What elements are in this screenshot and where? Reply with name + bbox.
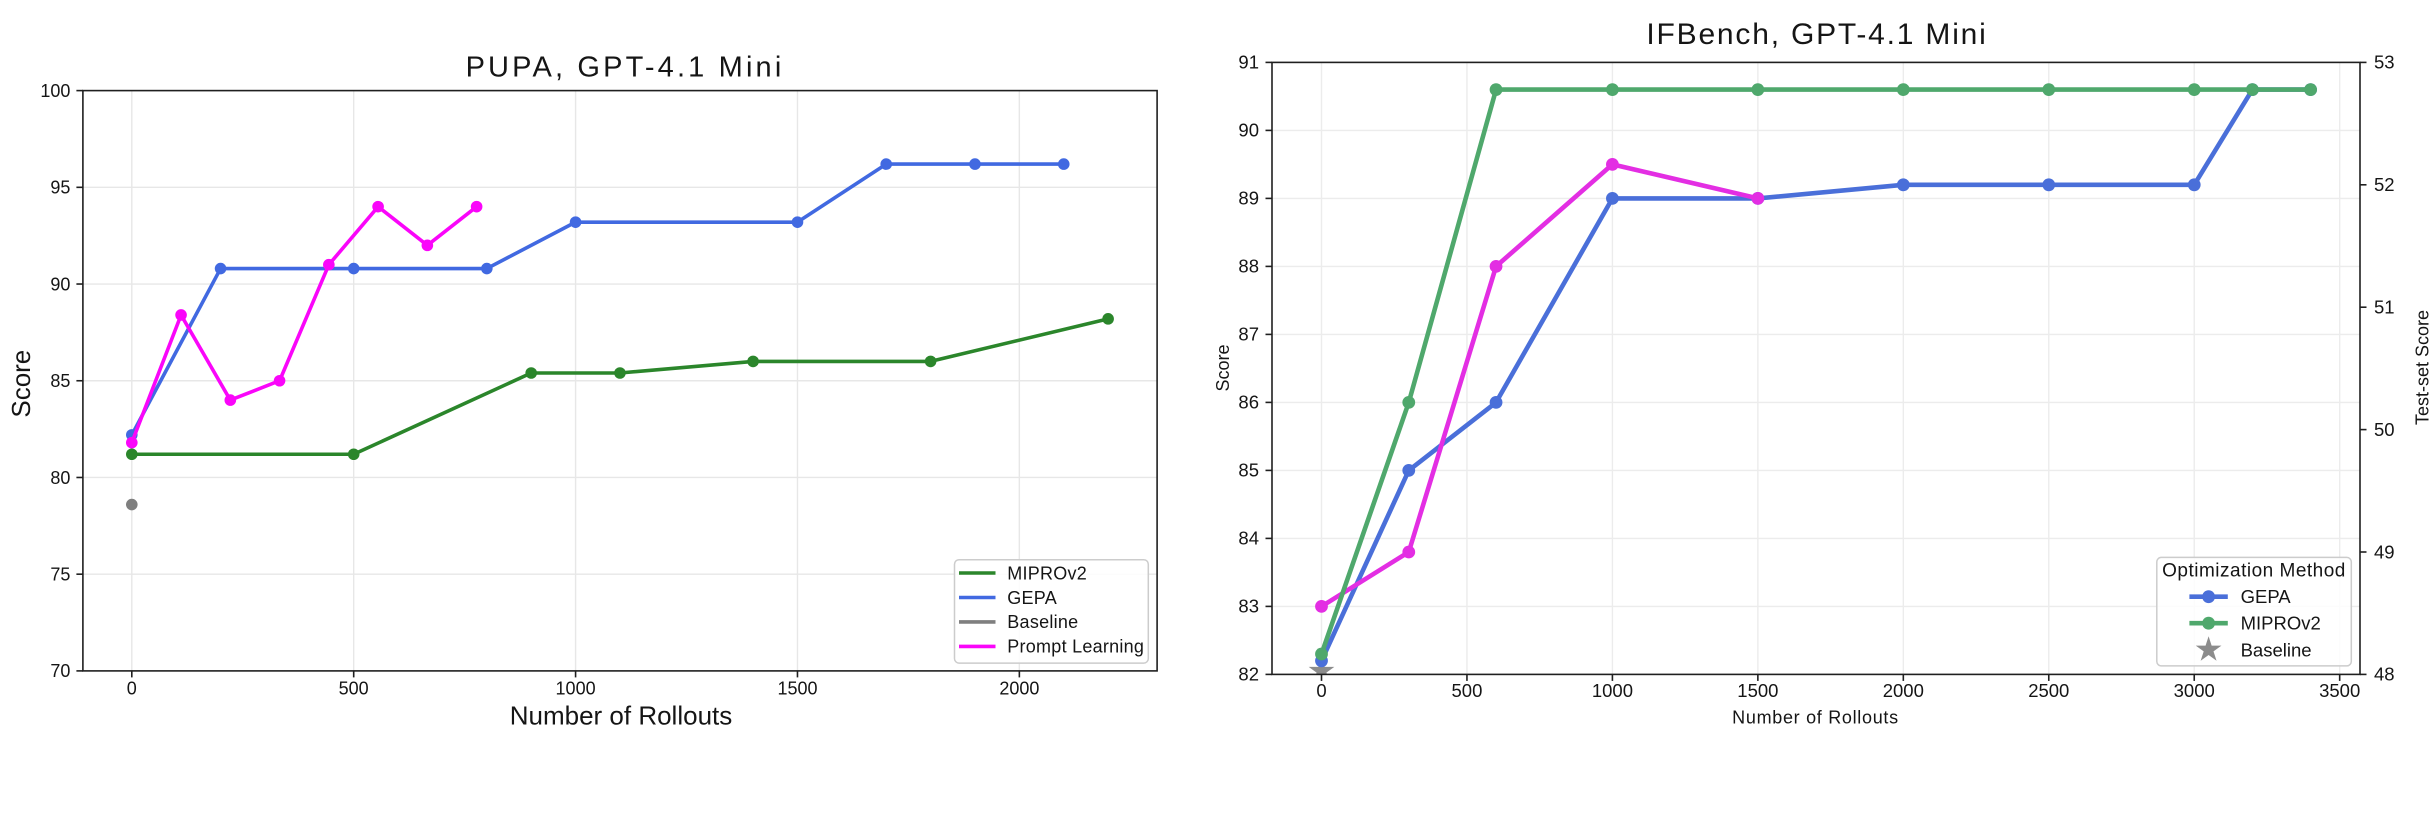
svg-text:52: 52 [2374,174,2395,195]
svg-text:84: 84 [1238,528,1259,549]
svg-text:IFBench, GPT-4.1 Mini: IFBench, GPT-4.1 Mini [1646,18,1987,51]
svg-text:1500: 1500 [777,679,817,699]
svg-text:51: 51 [2374,297,2395,318]
svg-text:2500: 2500 [2028,680,2069,701]
svg-text:53: 53 [2374,52,2395,73]
svg-text:Baseline: Baseline [2241,639,2312,660]
svg-text:2000: 2000 [1883,680,1924,701]
svg-text:90: 90 [50,274,70,294]
svg-text:Score: Score [6,350,36,418]
svg-text:82: 82 [1238,664,1259,685]
svg-text:MIPROv2: MIPROv2 [2241,613,2321,634]
svg-text:50: 50 [2374,419,2395,440]
svg-text:89: 89 [1238,188,1259,209]
svg-text:GEPA: GEPA [1007,588,1057,608]
svg-text:95: 95 [50,178,70,198]
svg-text:PUPA, GPT-4.1 Mini: PUPA, GPT-4.1 Mini [466,52,785,84]
svg-text:3000: 3000 [2174,680,2215,701]
svg-text:1000: 1000 [1592,680,1633,701]
svg-text:500: 500 [339,679,369,699]
svg-text:Number of Rollouts: Number of Rollouts [1732,707,1899,727]
svg-text:Optimization Method: Optimization Method [2162,561,2346,582]
svg-text:Prompt Learning: Prompt Learning [1007,637,1144,657]
svg-text:Baseline: Baseline [1007,612,1078,632]
svg-text:86: 86 [1238,392,1259,413]
svg-text:0: 0 [1316,680,1326,701]
svg-text:85: 85 [50,371,70,391]
svg-text:100: 100 [40,81,70,101]
svg-text:1500: 1500 [1737,680,1778,701]
svg-text:75: 75 [50,564,70,584]
svg-text:80: 80 [50,468,70,488]
svg-text:GEPA: GEPA [2241,586,2292,607]
svg-text:MIPROv2: MIPROv2 [1007,563,1087,583]
svg-text:2000: 2000 [999,679,1039,699]
svg-text:87: 87 [1238,324,1259,345]
svg-text:70: 70 [50,661,70,681]
svg-text:Score: Score [1213,344,1233,391]
svg-text:49: 49 [2374,541,2395,562]
svg-text:Number of Rollouts: Number of Rollouts [510,701,733,731]
svg-text:Test-set Score: Test-set Score [2413,310,2433,425]
svg-text:88: 88 [1238,256,1259,277]
svg-text:3500: 3500 [2319,680,2360,701]
svg-text:1000: 1000 [556,679,596,699]
svg-text:48: 48 [2374,664,2395,685]
svg-text:500: 500 [1452,680,1483,701]
svg-text:0: 0 [127,679,137,699]
svg-text:83: 83 [1238,596,1259,617]
svg-text:90: 90 [1238,120,1259,141]
svg-text:91: 91 [1238,52,1259,73]
svg-text:85: 85 [1238,460,1259,481]
